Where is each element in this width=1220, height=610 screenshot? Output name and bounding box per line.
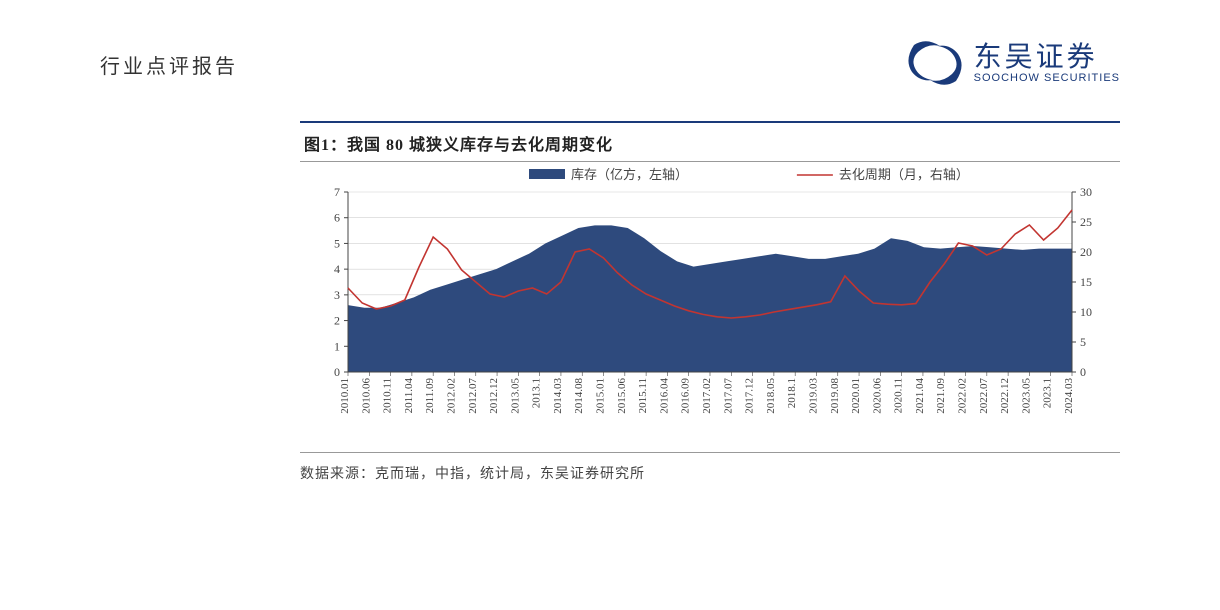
x-tick-label: 2011.04: [403, 378, 415, 414]
x-tick-label: 2010.01: [339, 378, 351, 414]
chart-title: 图1：我国 80 城狭义库存与去化周期变化: [304, 131, 1116, 155]
x-tick-label: 2021.09: [935, 378, 947, 414]
x-tick-label: 2021.04: [914, 378, 926, 414]
brand-name-ch: 东吴证券: [974, 42, 1120, 73]
x-tick-label: 2019.08: [829, 378, 841, 414]
x-tick-label: 2020.06: [871, 378, 883, 414]
svg-text:2: 2: [334, 314, 340, 328]
chart-area: 0 1 2 3 4 5 6 7 0 5 10 15 20 25 30 2010.01 2010.06 2010.1…: [300, 162, 1120, 452]
svg-text:0: 0: [334, 365, 340, 379]
x-tick-label: 2024.03: [1063, 378, 1075, 414]
x-tick-label: 2012.12: [488, 378, 500, 414]
page-header: 行业点评报告 东吴证券 SOOCHOW SECURITIES: [100, 40, 1120, 86]
x-tick-label: 2013.05: [509, 378, 521, 414]
x-tick-label: 2010.11: [382, 378, 394, 413]
chart-source: 数据来源：克而瑞，中指，统计局，东吴证券研究所: [300, 452, 1120, 483]
x-tick-label: 2023.05: [1020, 378, 1032, 414]
doc-title: 行业点评报告: [100, 40, 238, 79]
legend-area-swatch: [529, 169, 565, 179]
legend-line-label: 去化周期（月，右轴）: [839, 167, 969, 182]
x-tick-label: 2017.12: [744, 378, 756, 414]
brand-name-en: SOOCHOW SECURITIES: [974, 72, 1120, 84]
x-tick-label: 2022.02: [957, 378, 969, 414]
x-tick-label: 2018.1: [786, 378, 798, 408]
chart-block: 图1：我国 80 城狭义库存与去化周期变化 0 1 2 3 4 5 6 7 0 5 10 15 20 25…: [300, 121, 1120, 483]
x-tick-label: 2010.06: [360, 378, 372, 414]
svg-text:10: 10: [1080, 305, 1092, 319]
x-tick-label: 2020.11: [893, 378, 905, 413]
svg-text:7: 7: [334, 185, 340, 199]
svg-text:6: 6: [334, 211, 340, 225]
brand-logo-icon: [908, 40, 962, 86]
x-tick-label: 2016.04: [658, 378, 670, 414]
svg-text:5: 5: [334, 236, 340, 250]
x-tick-label: 2012.02: [445, 378, 457, 414]
x-tick-label: 2018.05: [765, 378, 777, 414]
chart-svg: 0 1 2 3 4 5 6 7 0 5 10 15 20 25 30 2010.01 2010.06 2010.1…: [300, 162, 1120, 452]
svg-text:25: 25: [1080, 215, 1092, 229]
svg-text:5: 5: [1080, 335, 1086, 349]
svg-text:1: 1: [334, 339, 340, 353]
x-tick-label: 2019.03: [807, 378, 819, 414]
svg-text:4: 4: [334, 262, 340, 276]
x-tick-label: 2013.1: [531, 378, 543, 408]
brand-block: 东吴证券 SOOCHOW SECURITIES: [908, 40, 1120, 86]
x-tick-label: 2022.12: [999, 378, 1011, 414]
x-tick-label: 2022.07: [978, 378, 990, 414]
x-tick-label: 2015.06: [616, 378, 628, 414]
svg-text:0: 0: [1080, 365, 1086, 379]
x-tick-label: 2020.01: [850, 378, 862, 414]
svg-text:15: 15: [1080, 275, 1092, 289]
x-tick-label: 2016.09: [680, 378, 692, 414]
legend-area-label: 库存（亿方，左轴）: [571, 167, 688, 182]
x-tick-label: 2017.07: [722, 378, 734, 414]
x-tick-label: 2012.07: [467, 378, 479, 414]
x-tick-label: 2017.02: [701, 378, 713, 414]
x-tick-label: 2014.08: [573, 378, 585, 414]
x-tick-label: 2011.09: [424, 378, 436, 414]
x-tick-label: 2015.11: [637, 378, 649, 413]
svg-text:30: 30: [1080, 185, 1092, 199]
x-tick-label: 2014.03: [552, 378, 564, 414]
x-tick-label: 2015.01: [595, 378, 607, 414]
svg-text:20: 20: [1080, 245, 1092, 259]
area-series: [348, 225, 1072, 372]
x-tick-label: 2023.1: [1042, 378, 1054, 408]
svg-text:3: 3: [334, 288, 340, 302]
